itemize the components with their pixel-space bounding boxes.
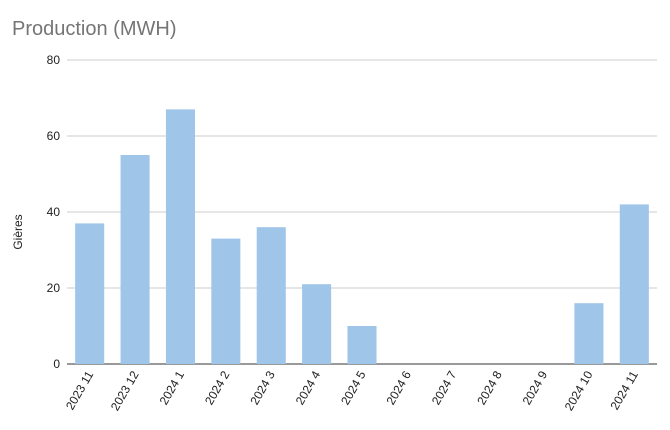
bar [256, 227, 286, 364]
bar [120, 155, 150, 364]
x-tick-label: 2024 8 [474, 368, 505, 407]
x-tick-label: 2024 7 [429, 368, 460, 407]
x-tick-label: 2024 2 [202, 368, 233, 407]
x-tick-label: 2024 6 [384, 368, 415, 407]
x-tick-label: 2024 5 [338, 368, 369, 407]
y-tick-label: 0 [53, 357, 60, 371]
y-axis-ticks: 0 20 40 60 80 [47, 53, 61, 371]
x-tick-label: 2024 9 [520, 368, 551, 407]
x-tick-label: 2024 3 [247, 368, 278, 407]
y-tick-label: 40 [47, 205, 61, 219]
x-tick-label: 2023 11 [63, 368, 97, 412]
x-axis-ticks: 2023 11 2023 12 2024 1 2024 2 2024 3 2024 4 20… [63, 368, 641, 413]
bar [211, 238, 241, 364]
bar [619, 204, 649, 364]
x-tick-label: 2024 10 [562, 368, 596, 413]
y-tick-label: 20 [47, 281, 61, 295]
x-tick-label: 2023 12 [108, 368, 142, 413]
y-tick-label: 60 [47, 129, 61, 143]
grid-lines [67, 59, 657, 365]
x-tick-label: 2024 1 [157, 368, 188, 407]
x-tick-label: 2024 11 [608, 368, 642, 412]
chart-title: Production (MWH) [12, 18, 177, 40]
y-axis-title: Gières [11, 214, 25, 249]
bar [574, 303, 604, 364]
bar [75, 223, 105, 364]
bar [347, 326, 377, 364]
bar [302, 284, 332, 364]
x-tick-label: 2024 4 [293, 368, 324, 407]
bars [75, 109, 649, 365]
y-tick-label: 80 [47, 53, 61, 67]
bar [165, 109, 195, 365]
